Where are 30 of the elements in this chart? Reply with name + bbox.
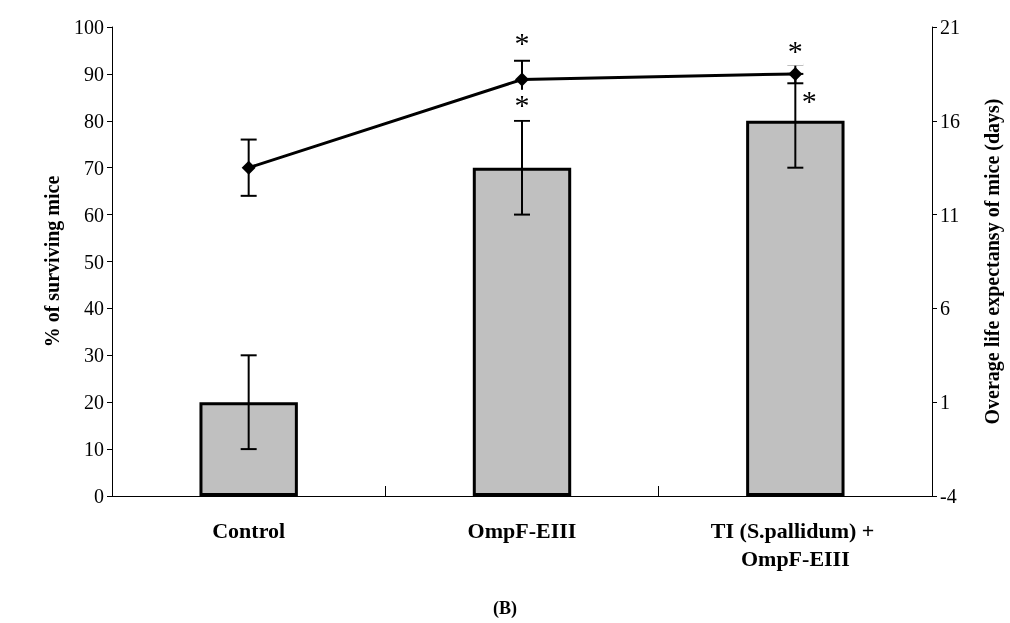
x-tick-label: TI (S.pallidum) + OmpF-EIII bbox=[710, 517, 880, 571]
y2-tick-label: 21 bbox=[940, 16, 960, 38]
annotation: * bbox=[787, 34, 803, 68]
y2-tick-label: 6 bbox=[940, 297, 950, 320]
y2-tick-label: 16 bbox=[940, 109, 960, 132]
annotation: * bbox=[514, 88, 530, 122]
y-tick-label: 90 bbox=[84, 62, 104, 85]
annotation: * bbox=[514, 26, 530, 60]
annotation: * bbox=[801, 84, 817, 118]
y-tick-label: 100 bbox=[74, 16, 104, 38]
y-tick-label: 30 bbox=[84, 344, 104, 367]
y-tick-label: 60 bbox=[84, 203, 104, 226]
y-tick-label: 70 bbox=[84, 156, 104, 179]
y-axis-title: % of surviving mice bbox=[41, 175, 64, 348]
text: (B) bbox=[493, 598, 517, 619]
y2-tick-label: 11 bbox=[940, 203, 960, 226]
y-tick-label: 0 bbox=[94, 485, 104, 507]
y2-tick-label: 1 bbox=[940, 391, 950, 414]
y-tick-label: 80 bbox=[84, 109, 104, 132]
y-tick-label: 40 bbox=[84, 297, 104, 320]
y2-axis-title: Overage life expectansy of mice (days) bbox=[981, 98, 1004, 425]
x-tick-label: Control bbox=[212, 517, 286, 543]
y-tick-label: 10 bbox=[84, 438, 104, 461]
point bbox=[788, 66, 803, 81]
y2-tick-label: -4 bbox=[940, 485, 957, 507]
point bbox=[241, 160, 256, 175]
point bbox=[515, 72, 529, 87]
x-tick-label: OmpF-EIII bbox=[467, 517, 577, 543]
y-tick-label: 20 bbox=[84, 391, 104, 414]
y-tick-label: 50 bbox=[84, 250, 104, 273]
